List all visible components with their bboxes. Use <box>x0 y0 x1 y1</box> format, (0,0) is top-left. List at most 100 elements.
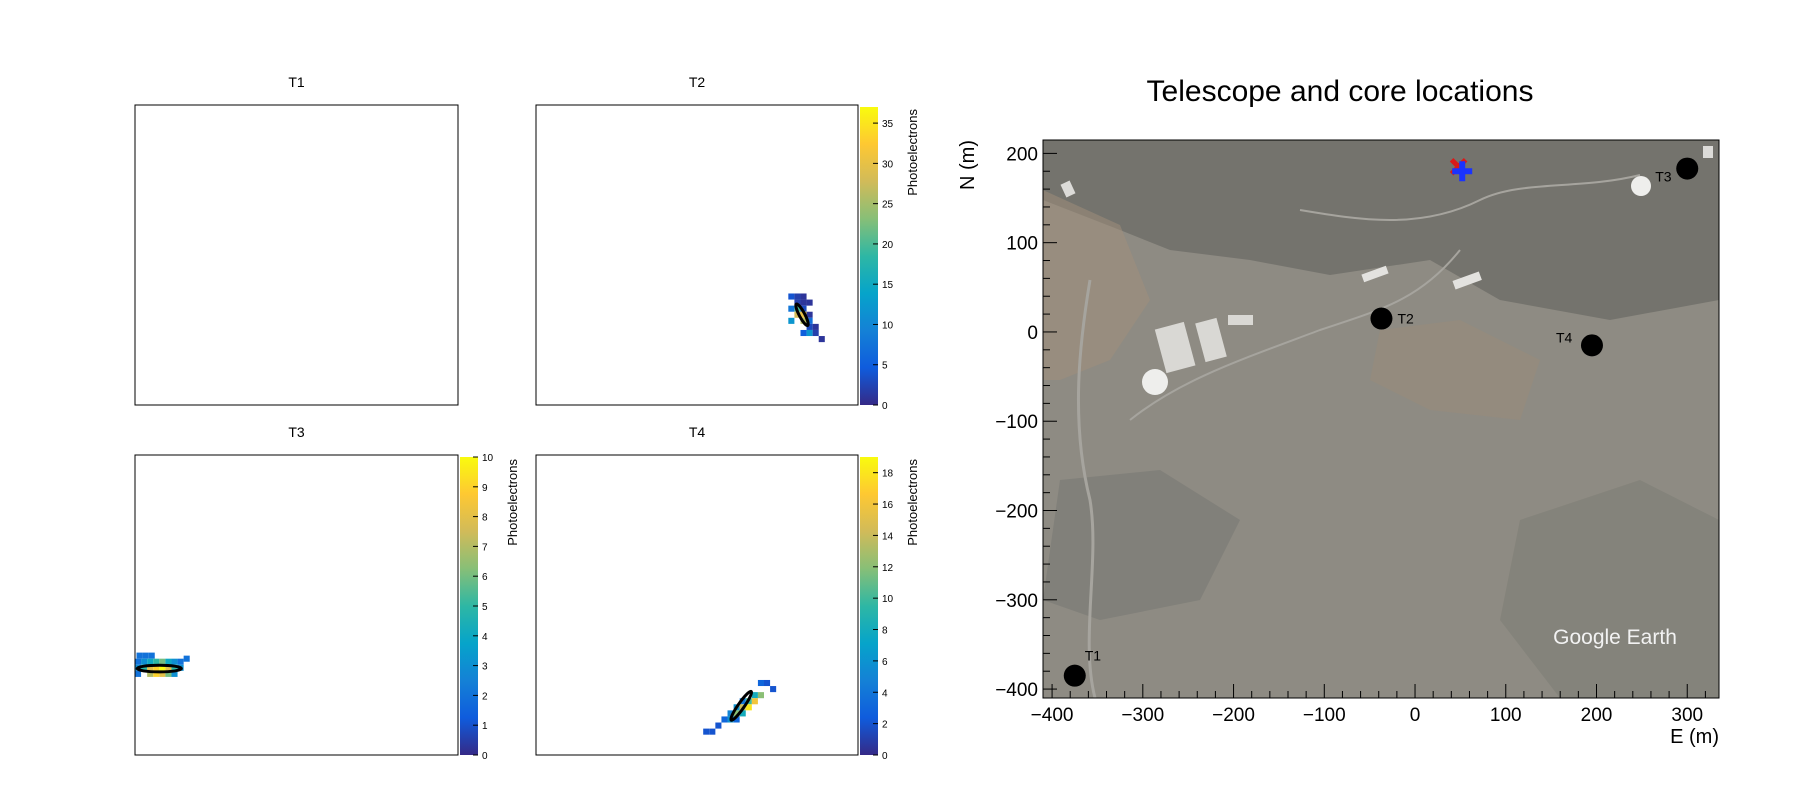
x-tick-label: 0 <box>1410 705 1421 726</box>
camera-pixel <box>794 293 801 300</box>
camera-pixel <box>153 670 160 677</box>
telescope-marker <box>1580 334 1603 357</box>
hillas-ellipse <box>794 302 810 328</box>
colorbar-label: Photoelectrons <box>505 459 520 546</box>
x-tick-label: −300 <box>1121 705 1164 726</box>
telescope-marker <box>1676 157 1699 180</box>
camera-pixel <box>147 658 154 665</box>
camera-pixel <box>135 658 142 665</box>
map-axes: −400 −300 −200 −100 0 100 200 300 −400 −300 −200 −1… <box>995 144 1706 726</box>
camera-pixel <box>703 728 710 735</box>
colorbar-tick-label: 12 <box>882 563 894 574</box>
colorbar: 0 2 4 6 8 10 12 14 16 18 Photoelectrons <box>860 457 920 762</box>
colorbar-tick-label: 5 <box>882 361 888 372</box>
camera-pixel <box>153 658 160 665</box>
camera-frame <box>535 454 859 756</box>
camera-pixel <box>165 664 172 671</box>
colorbar-tick-label: 0 <box>882 401 888 412</box>
x-tick-label: 300 <box>1671 705 1703 726</box>
camera-pixel <box>757 679 764 687</box>
camera-pixel <box>148 652 155 659</box>
camera-pixel <box>733 716 740 723</box>
colorbar-tick-label: 8 <box>882 626 888 637</box>
camera-pixel <box>142 652 149 659</box>
camera-pixel <box>147 670 154 677</box>
colorbar-tick-label: 15 <box>882 280 894 291</box>
camera-pixel <box>159 658 166 665</box>
colorbar-tick-label: 20 <box>882 240 894 251</box>
map-frame <box>1042 139 1720 699</box>
y-tick-label: −200 <box>995 502 1038 523</box>
map-xlabel: E (m) <box>1670 726 1719 748</box>
camera-pixel <box>800 305 807 312</box>
y-tick-label: 0 <box>1027 323 1038 344</box>
camera-pixel <box>177 658 184 665</box>
camera-pixel <box>764 679 771 687</box>
camera-pixel <box>171 664 178 671</box>
colorbar-tick-label: 2 <box>482 691 488 702</box>
colorbar-tick-label: 10 <box>882 594 894 605</box>
camera-title: T3 <box>288 424 305 440</box>
camera-title: T1 <box>288 74 305 90</box>
camera-pixel <box>788 293 795 300</box>
camera-pixel <box>709 728 716 735</box>
camera-pixel <box>751 692 758 699</box>
camera-pixel <box>141 658 148 665</box>
camera-title: T4 <box>689 424 706 440</box>
camera-pixel <box>165 658 172 665</box>
map-title: Telescope and core locations <box>1147 75 1534 108</box>
y-tick-label: −300 <box>995 591 1038 612</box>
camera-pixel <box>159 664 166 671</box>
camera-pixel <box>136 652 143 659</box>
telescope-label: T4 <box>1556 329 1573 345</box>
camera-pixel <box>751 698 758 705</box>
camera-frame <box>134 454 459 756</box>
colorbar-tick-label: 30 <box>882 159 894 170</box>
camera-pixel <box>745 704 752 711</box>
telescope-marker <box>1063 664 1086 687</box>
camera-pixel <box>770 686 777 693</box>
colorbar-tick-label: 6 <box>482 572 488 583</box>
camera-panel-t1: T1 <box>134 74 459 406</box>
camera-pixel <box>183 655 190 662</box>
x-tick-label: 200 <box>1581 705 1613 726</box>
core-location-map: Telescope and core locations Google Eart… <box>957 75 1720 748</box>
camera-pixel <box>806 323 813 330</box>
colorbar-fill <box>860 457 878 755</box>
camera-pixel <box>129 668 135 674</box>
camera-pixel <box>806 329 813 337</box>
google-earth-watermark: Google Earth <box>1553 626 1677 649</box>
camera-pixel <box>727 710 734 717</box>
colorbar-tick-label: 0 <box>482 751 488 762</box>
camera-pixel <box>806 317 813 324</box>
colorbar-tick-label: 0 <box>882 751 888 762</box>
camera-pixel <box>800 299 807 306</box>
colorbar-tick-label: 10 <box>882 320 894 331</box>
colorbar-tick-label: 25 <box>882 200 894 211</box>
camera-pixel <box>739 710 746 717</box>
hillas-ellipse <box>729 689 754 722</box>
colorbar-tick-label: 7 <box>482 542 488 553</box>
camera-pixel <box>812 329 819 337</box>
camera-pixel <box>171 658 178 665</box>
colorbar-tick-label: 18 <box>882 469 894 480</box>
y-tick-label: −100 <box>995 412 1038 433</box>
camera-pixel <box>171 670 178 677</box>
colorbar-fill <box>460 457 478 755</box>
camera-panel-t3: T3 0 1 2 3 4 5 6 7 8 9 10 Photoelectrons <box>129 424 520 762</box>
camera-pixel <box>806 311 813 318</box>
camera-panel-t4: T4 0 2 4 6 8 10 12 14 16 18 Photoelectrons <box>535 424 920 762</box>
colorbar: 0 5 10 15 20 25 30 35 Photoelectrons <box>860 107 920 412</box>
y-tick-label: 100 <box>1006 234 1038 255</box>
map-markers: T1 T2 T3 T4 <box>1063 157 1699 687</box>
colorbar-tick-label: 35 <box>882 119 894 130</box>
colorbar-tick-label: 2 <box>882 720 888 731</box>
colorbar-fill <box>860 107 878 405</box>
x-tick-label: −200 <box>1212 705 1255 726</box>
x-tick-label: −100 <box>1303 705 1346 726</box>
camera-frame <box>134 104 459 406</box>
camera-pixel <box>818 336 825 343</box>
x-tick-label: 100 <box>1490 705 1522 726</box>
hillas-ellipse <box>135 663 183 674</box>
